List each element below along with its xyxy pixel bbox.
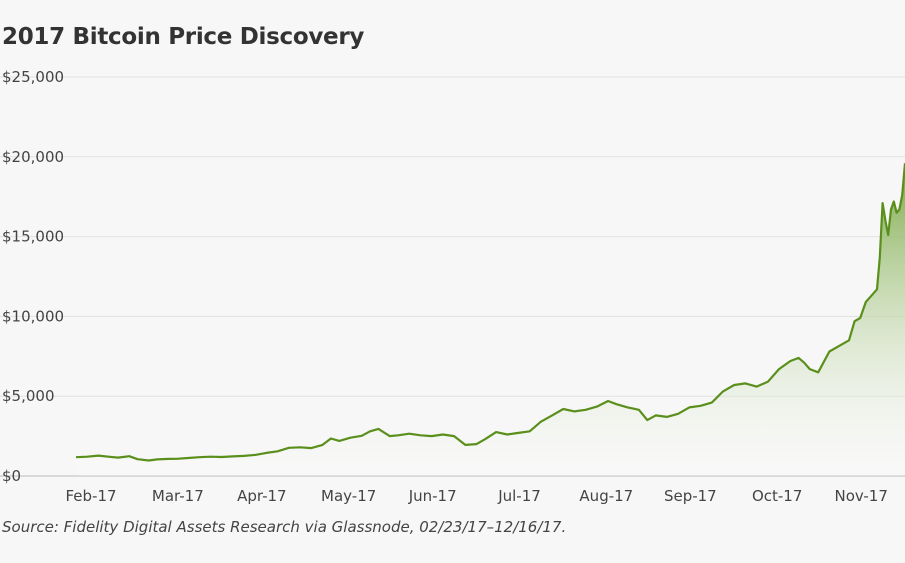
y-tick-label: $10,000 (2, 307, 64, 325)
x-axis: Feb-17 Mar-17 Apr-17 May-17 Jun-17 Jul-17 Aug-… (65, 487, 887, 505)
x-tick-label: May-17 (321, 487, 376, 505)
x-tick-label: Mar-17 (152, 487, 204, 505)
y-tick-label: $0 (2, 467, 21, 485)
y-tick-label: $20,000 (2, 148, 64, 166)
y-tick-label: $15,000 (2, 228, 64, 246)
x-tick-label: Jun-17 (408, 487, 457, 505)
y-axis: $0 $5,000 $10,000 $15,000 $20,000 $25,000 (2, 68, 64, 485)
x-tick-label: Apr-17 (237, 487, 287, 505)
x-tick-label: Aug-17 (579, 487, 633, 505)
series-area (76, 163, 905, 476)
x-tick-label: Sep-17 (664, 487, 717, 505)
series-line (75, 163, 905, 462)
y-tick-label: $25,000 (2, 68, 64, 86)
x-tick-label: Jul-17 (497, 487, 541, 505)
x-tick-label: Oct-17 (752, 487, 802, 505)
x-tick-label: Nov-17 (835, 487, 888, 505)
x-tick-label: Feb-17 (65, 487, 116, 505)
chart-title: 2017 Bitcoin Price Discovery (2, 24, 365, 50)
chart-source: Source: Fidelity Digital Assets Research… (2, 518, 567, 536)
y-tick-label: $5,000 (2, 387, 55, 405)
